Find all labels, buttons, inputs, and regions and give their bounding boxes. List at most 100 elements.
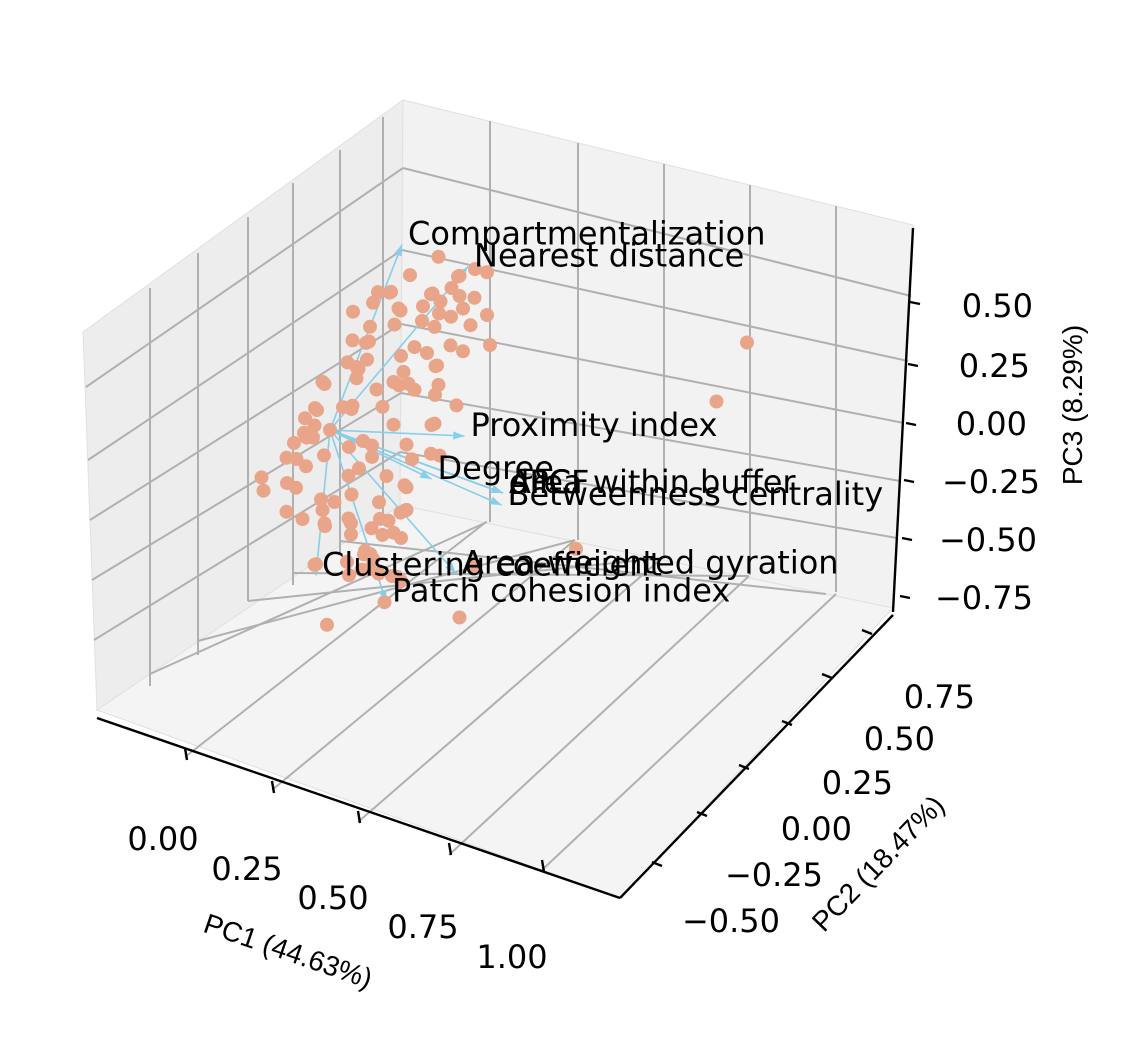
score-point: [317, 448, 331, 463]
loading-label: Area within buffer: [509, 463, 796, 501]
pc2-axis-line: [619, 614, 894, 899]
score-point: [346, 304, 360, 319]
loading-arrowhead: [419, 470, 432, 479]
score-point: [256, 483, 271, 498]
score-point: [254, 470, 269, 485]
score-point: [358, 544, 372, 558]
score-point: [415, 314, 429, 328]
pc3-tick-label: −0.50: [939, 521, 1037, 559]
score-point: [298, 411, 312, 426]
score-point: [375, 527, 390, 542]
pc1-tick-label: 0.25: [211, 850, 282, 888]
score-point: [375, 399, 390, 414]
score-point: [456, 301, 470, 316]
loading-label: dIIC: [509, 463, 571, 501]
score-point: [407, 340, 422, 355]
pc1-tick-label: 0.75: [387, 908, 458, 946]
grid-line: [400, 392, 901, 482]
pc2-tick: [781, 719, 793, 727]
score-point: [387, 317, 402, 332]
pc2-tick: [651, 860, 663, 868]
pc1-tick-label: 1.00: [476, 938, 547, 976]
score-point: [327, 495, 342, 509]
grid-lines: [85, 117, 912, 871]
score-point: [384, 284, 398, 299]
score-point: [280, 476, 294, 491]
score-point: [307, 418, 322, 433]
score-point: [352, 461, 366, 476]
score-point: [431, 249, 446, 264]
score-point: [569, 542, 583, 556]
grid-line: [184, 521, 487, 758]
grid-line: [197, 539, 576, 642]
score-point: [342, 440, 356, 455]
score-point: [308, 401, 322, 416]
score-point: [416, 299, 430, 314]
pc2-tick-label: −0.50: [682, 902, 780, 940]
score-point: [299, 430, 314, 445]
score-point: [340, 554, 354, 569]
score-point: [381, 513, 396, 528]
pc3-tick: [899, 594, 911, 600]
pc3-tick-label: −0.25: [942, 463, 1040, 501]
score-point: [354, 562, 369, 577]
score-point: [480, 265, 494, 280]
score-point: [366, 295, 380, 310]
score-point: [371, 566, 386, 581]
score-point: [287, 436, 301, 450]
pc3-axis-title: PC3 (8.29%): [1057, 325, 1088, 485]
loading-label: Degree: [438, 449, 554, 487]
pc1-tick: [183, 747, 189, 761]
score-point: [344, 527, 358, 542]
score-points: [254, 249, 754, 632]
pc2-tick-label: −0.25: [725, 856, 823, 894]
score-point: [399, 480, 414, 495]
score-point: [386, 525, 401, 540]
score-point: [365, 449, 379, 464]
score-point: [345, 333, 360, 348]
pc3-tick-label: −0.75: [935, 579, 1033, 617]
grid-line: [149, 521, 488, 675]
score-point: [452, 610, 467, 625]
score-point: [444, 309, 458, 324]
loading-arrowhead: [445, 562, 456, 574]
score-point: [468, 262, 482, 277]
grid-line: [402, 167, 912, 297]
loading-arrow: [329, 429, 457, 575]
pc3-axis-line: [891, 227, 915, 613]
score-point: [315, 375, 330, 389]
score-point: [359, 335, 373, 350]
pc3-tick: [901, 536, 913, 542]
pc2-tick-label: 0.50: [864, 720, 935, 758]
score-point: [360, 352, 374, 367]
score-point: [344, 487, 359, 502]
score-point: [314, 492, 328, 507]
score-point: [349, 371, 364, 386]
score-point: [431, 377, 446, 392]
score-point: [451, 269, 465, 284]
score-point: [377, 595, 392, 610]
score-point: [444, 281, 459, 295]
score-point: [427, 319, 442, 334]
score-point: [420, 346, 434, 360]
score-point: [340, 355, 355, 370]
score-point: [372, 495, 386, 510]
score-point: [279, 504, 294, 519]
score-point: [449, 398, 464, 413]
loading-label: dPC: [509, 463, 571, 501]
score-point: [424, 418, 439, 432]
axis-lines: [96, 227, 915, 900]
score-point: [323, 423, 337, 437]
pc3-tick-labels: −0.75 −0.50 −0.25 0.00 0.25 0.50: [935, 287, 1040, 617]
pc2-tick-label: 0.00: [781, 810, 852, 848]
score-point: [364, 521, 379, 536]
score-point: [379, 469, 394, 484]
pc3-tick-label: 0.00: [956, 405, 1027, 443]
pc1-tick: [356, 810, 362, 824]
grid-line: [93, 451, 401, 641]
score-point: [463, 318, 478, 333]
grid-line: [87, 249, 403, 461]
